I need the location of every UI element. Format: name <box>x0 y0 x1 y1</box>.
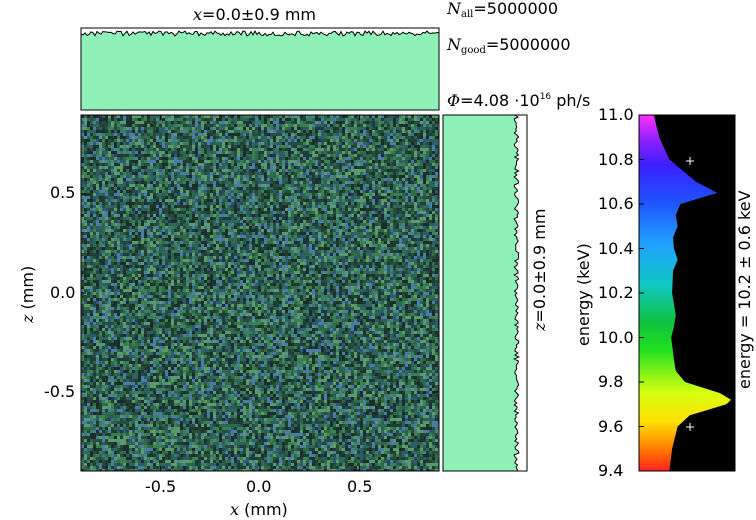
stat-n-good-value: 5000000 <box>499 35 571 54</box>
y-axis-label-unit: (mm) <box>18 265 37 310</box>
energy-spectrum-profile <box>639 115 731 471</box>
energy-side-label: energy = 10.2 ± 0.6 keV <box>735 190 754 389</box>
top-histogram-outline <box>80 30 440 37</box>
stat-n-all-eq: = <box>473 0 487 18</box>
stat-n-all-sub: all <box>461 9 474 20</box>
main-heatmap-points <box>81 115 439 471</box>
energy-tick-label: 9.8 <box>598 372 624 391</box>
stat-flux-mantissa: 4.08 <box>473 91 510 110</box>
top-label-value: 0.0 <box>215 5 241 24</box>
side-histogram-frame <box>442 114 528 472</box>
y-axis-label-var: z <box>18 314 37 323</box>
side-label-var: z <box>530 322 549 331</box>
energy-tick-label: 10.4 <box>598 238 634 258</box>
top-histogram-label: x=0.0±0.9 mm <box>193 7 316 23</box>
energy-tick-label: 9.6 <box>598 416 624 436</box>
top-histogram-frame <box>80 27 440 111</box>
y-tick-label-05: 0.5 <box>50 183 76 202</box>
top-label-err: 0.9 <box>254 5 280 24</box>
stat-flux-dot: · <box>514 91 520 110</box>
x-axis-label-var: x <box>230 500 240 519</box>
side-histogram-fill <box>443 115 519 471</box>
top-label-eq: = <box>202 5 216 24</box>
stat-flux-unit: ph/s <box>556 91 591 110</box>
x-tick-label-0: 0.0 <box>246 477 272 496</box>
main-heatmap-panel <box>80 114 440 472</box>
x-axis-label: x (mm) <box>230 502 288 518</box>
stat-flux-base: 10 <box>519 91 540 110</box>
energy-axis-label: energy (keV) <box>574 243 593 346</box>
side-label-unit: mm <box>530 208 549 240</box>
stat-flux: Φ=4.08 ·1016 ph/s <box>447 93 590 109</box>
energy-tick-label: 11.0 <box>598 105 634 124</box>
stat-n-good: Ngood=5000000 <box>447 37 571 56</box>
stat-n-all: Nall=5000000 <box>447 1 558 20</box>
y-axis-label: z (mm) <box>18 265 37 323</box>
top-label-unit: mm <box>284 5 317 24</box>
energy-tick-label: 10.2 <box>598 283 634 302</box>
energy-tick-label: 9.4 <box>598 461 624 480</box>
y-tick-label-neg05: -0.5 <box>44 382 76 401</box>
side-label-eq: = <box>530 309 549 323</box>
x-tick-label-05: 0.5 <box>347 477 373 496</box>
energy-tick-label: 10.8 <box>598 149 634 169</box>
side-histogram-outline <box>512 114 520 472</box>
stat-flux-exp: 16 <box>539 92 552 102</box>
side-label-err: 0.9 <box>530 244 549 271</box>
stat-n-good-sub: good <box>461 45 486 56</box>
side-histogram <box>442 114 528 472</box>
y-tick-label-0: 0.0 <box>50 283 76 302</box>
side-label-value: 0.0 <box>530 283 549 310</box>
main-heatmap-ticks <box>81 115 439 471</box>
energy-tick-label: 10.0 <box>598 327 634 347</box>
top-histogram-fill <box>81 31 439 111</box>
x-tick-label-neg05: -0.5 <box>145 477 177 496</box>
stat-flux-eq: = <box>460 91 474 110</box>
stat-n-good-eq: = <box>485 35 500 54</box>
top-label-pm: ± <box>240 5 255 24</box>
energy-colorbar <box>638 114 736 472</box>
side-label-pm: ± <box>530 270 549 284</box>
energy-tick-label: 10.6 <box>598 194 634 213</box>
stat-flux-symbol: Φ <box>447 91 461 110</box>
top-label-var: x <box>193 5 203 24</box>
side-histogram-label: z=0.0±0.9 mm <box>530 208 549 331</box>
x-axis-label-unit: (mm) <box>244 500 288 519</box>
stat-n-all-symbol: N <box>447 0 461 18</box>
top-histogram <box>80 27 440 111</box>
stat-n-good-symbol: N <box>447 35 461 54</box>
stat-n-all-value: 5000000 <box>486 0 559 18</box>
energy-colorbar-ticks <box>639 114 644 472</box>
